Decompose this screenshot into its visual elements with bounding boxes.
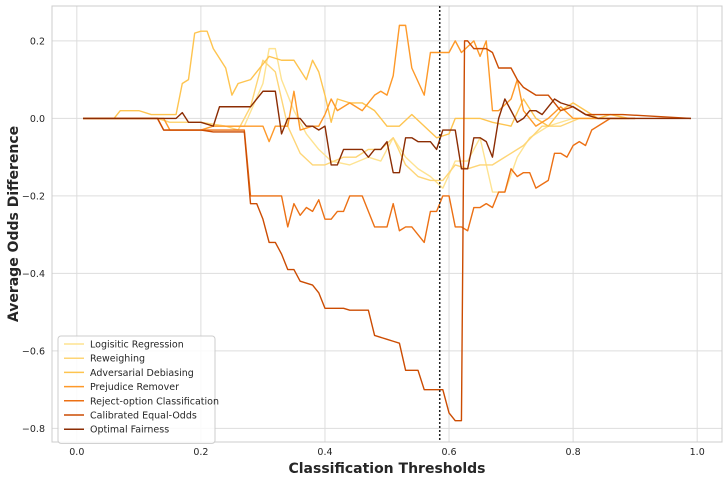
series-line-4	[83, 117, 636, 244]
legend-box	[57, 335, 216, 444]
series-line-0	[83, 47, 629, 193]
legend: Logisitic Regression Reweighing Adversaria…	[57, 335, 219, 444]
y-tick-label: −0.4	[22, 269, 45, 280]
legend-label: Reject-option Classification	[90, 396, 219, 407]
x-tick-label: 0.2	[193, 447, 208, 458]
x-tick-label: 0.6	[441, 447, 456, 458]
x-axis-label: Classification Thresholds	[288, 461, 485, 477]
legend-label: Logisitic Regression	[90, 340, 184, 351]
legend-label: Reweighing	[90, 354, 145, 365]
tick-labels: 0.0 0.2 0.4 0.6 0.8 1.0 −0.8 −0.6 −0.4 −0.2 0.0 0.2	[22, 36, 705, 458]
y-axis-label: Average Odds Difference	[6, 126, 22, 322]
series-line-2	[83, 30, 630, 139]
plot-frame	[51, 5, 723, 443]
series-layer	[83, 24, 692, 422]
series-line-6	[83, 90, 691, 174]
series-line-5	[83, 40, 692, 422]
legend-label: Calibrated Equal-Odds	[90, 411, 197, 422]
legend-label: Adversarial Debiasing	[90, 368, 194, 379]
x-tick-label: 1.0	[690, 447, 705, 458]
y-tick-label: −0.8	[22, 424, 45, 435]
series-line-3	[83, 24, 636, 143]
x-tick-label: 0.8	[566, 447, 581, 458]
x-tick-label: 0.0	[69, 447, 84, 458]
x-tick-label: 0.4	[317, 447, 332, 458]
y-tick-label: −0.6	[22, 346, 45, 357]
legend-label: Optimal Fairness	[90, 425, 169, 436]
y-tick-label: 0.2	[30, 36, 45, 47]
y-tick-label: −0.2	[22, 191, 45, 202]
legend-label: Prejudice Remover	[90, 382, 179, 393]
y-tick-label: 0.0	[30, 114, 45, 125]
